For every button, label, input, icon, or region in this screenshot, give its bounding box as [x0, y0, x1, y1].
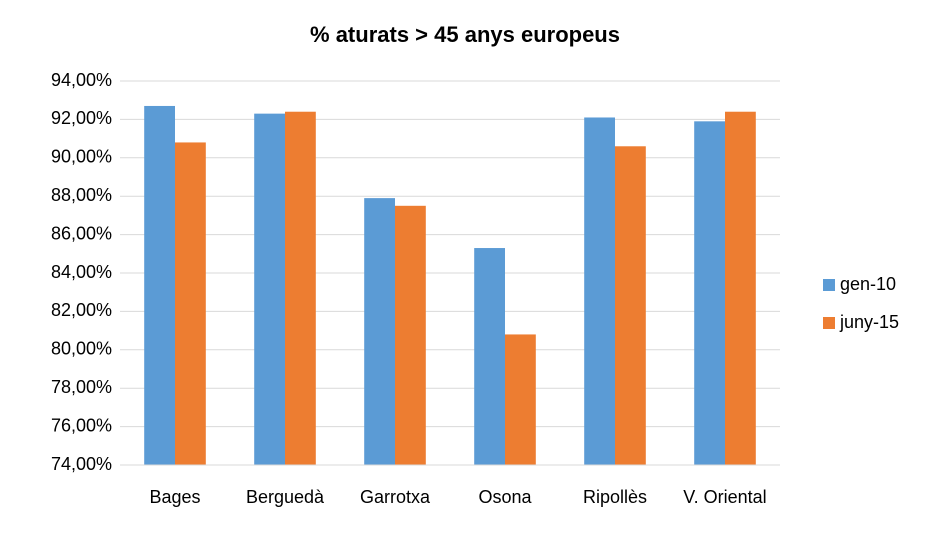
bar [285, 111, 316, 465]
x-tick-label: Bages [149, 487, 201, 507]
legend-label: juny-15 [839, 312, 899, 332]
bar [254, 113, 285, 465]
y-tick-label: 84,00% [51, 262, 112, 282]
bar [364, 198, 395, 465]
bar [474, 248, 505, 465]
legend-swatch [823, 317, 835, 329]
legend-label: gen-10 [840, 274, 896, 294]
x-tick-label: Ripollès [582, 487, 648, 507]
y-tick-label: 74,00% [51, 454, 112, 474]
legend-swatch [823, 279, 835, 291]
x-tick-label: Berguedà [245, 487, 325, 507]
y-tick-label: 76,00% [51, 415, 112, 435]
bar [615, 146, 646, 465]
bar [144, 105, 175, 466]
bar [584, 117, 615, 465]
y-tick-label: 82,00% [51, 300, 112, 320]
chart-title: % aturats > 45 anys europeus [310, 22, 620, 47]
y-tick-label: 88,00% [51, 185, 112, 205]
bar [725, 111, 756, 465]
x-tick-label: V. Oriental [683, 487, 767, 507]
y-tick-label: 92,00% [51, 108, 112, 128]
bar [175, 142, 206, 465]
y-tick-label: 78,00% [51, 377, 112, 397]
bar [395, 205, 426, 466]
x-tick-label: Garrotxa [359, 487, 431, 507]
y-tick-label: 90,00% [51, 147, 112, 167]
y-tick-label: 80,00% [51, 339, 112, 359]
bar [694, 121, 725, 465]
y-tick-label: 94,00% [51, 70, 112, 90]
y-tick-label: 86,00% [51, 223, 112, 243]
x-tick-label: Osona [478, 487, 532, 507]
bar [505, 334, 536, 465]
